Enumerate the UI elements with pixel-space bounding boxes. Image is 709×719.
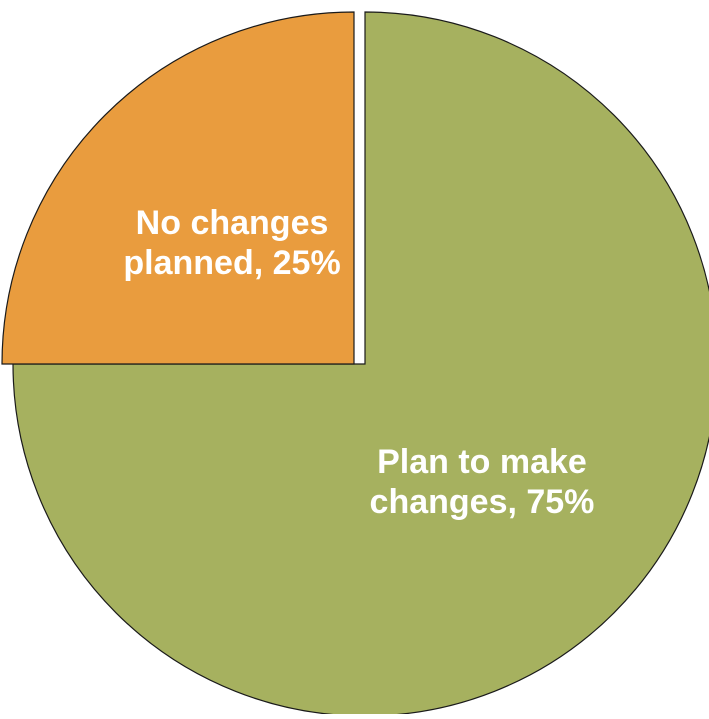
pie-slice-no-changes-planned [1, 11, 355, 365]
pie-data-label: No changes planned, 25% [123, 204, 340, 282]
pie-data-label-line: planned, 25% [123, 244, 340, 282]
pie-data-label: Plan to make changes, 75% [370, 443, 595, 521]
pie-slice-plan-to-make-changes [12, 11, 709, 717]
pie-data-label-line: No changes [136, 204, 329, 242]
pie-data-label-line: changes, 75% [370, 483, 595, 521]
pie-data-label-line: Plan to make [377, 443, 587, 481]
